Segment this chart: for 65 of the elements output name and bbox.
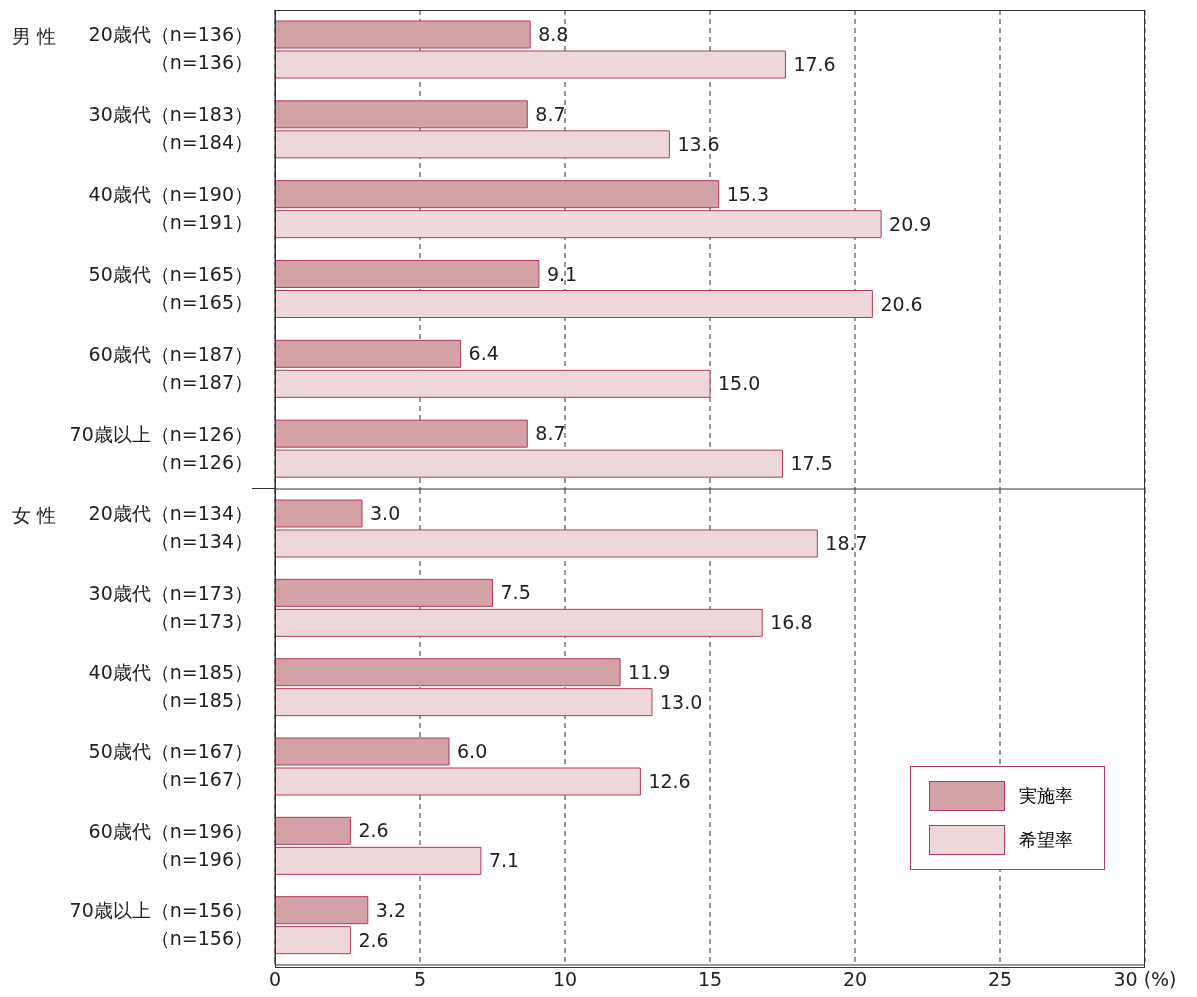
data-label: 20.9 bbox=[889, 212, 932, 235]
data-label: 6.0 bbox=[457, 740, 488, 762]
bar bbox=[275, 608, 763, 637]
data-label: 8.7 bbox=[535, 102, 566, 125]
bar bbox=[275, 846, 482, 875]
data-label: 18.7 bbox=[825, 532, 868, 554]
data-label: 13.0 bbox=[660, 690, 703, 713]
bar bbox=[275, 100, 528, 129]
data-label: 15.0 bbox=[718, 372, 761, 395]
y-tick-label: 40歳代（n=190）（n=191） bbox=[88, 183, 253, 234]
x-tick-label: 10 bbox=[552, 968, 578, 991]
bar bbox=[275, 260, 540, 288]
y-tick-label: 70歳以上（n=126）（n=126） bbox=[69, 422, 253, 473]
y-tick-label: 20歳代（n=134）（n=134） bbox=[88, 502, 253, 553]
data-label: 17.5 bbox=[790, 452, 833, 475]
data-label: 6.4 bbox=[468, 342, 499, 365]
bar bbox=[275, 130, 670, 159]
x-tick-label: 5 bbox=[413, 968, 427, 991]
x-tick-label: 30 (%) bbox=[1113, 968, 1177, 991]
x-tick-label: 15 bbox=[697, 968, 723, 991]
y-tick-label: 20歳代（n=136）（n=136） bbox=[88, 23, 253, 74]
bar bbox=[275, 449, 783, 478]
data-label: 2.6 bbox=[358, 928, 389, 951]
y-tick-label: 30歳代（n=183）（n=184） bbox=[88, 103, 253, 154]
y-axis-title: 男 性 bbox=[12, 25, 57, 48]
y-tick-label: 60歳代（n=187）（n=187） bbox=[88, 342, 253, 393]
data-label: 8.7 bbox=[535, 422, 566, 445]
data-label: 15.3 bbox=[726, 182, 770, 205]
y-tick-label: 70歳以上（n=156）（n=156） bbox=[69, 898, 253, 949]
data-label: 7.1 bbox=[488, 849, 520, 872]
y-axis-title: 女 性 bbox=[12, 504, 57, 527]
data-label: 12.6 bbox=[648, 770, 691, 792]
bar bbox=[275, 688, 653, 717]
data-label: 3.0 bbox=[370, 502, 401, 524]
data-label: 2.6 bbox=[358, 819, 389, 842]
bar bbox=[275, 658, 621, 687]
data-label: 3.2 bbox=[375, 898, 407, 921]
y-tick-label: 50歳代（n=167）（n=167） bbox=[88, 740, 253, 791]
x-tick-label: 0 bbox=[268, 968, 282, 991]
data-label: 13.6 bbox=[677, 132, 720, 155]
bar bbox=[275, 210, 882, 239]
data-label: 9.1 bbox=[546, 262, 578, 285]
data-label: 8.8 bbox=[538, 23, 569, 45]
y-tick-label: 50歳代（n=165）（n=165） bbox=[88, 262, 253, 313]
bar bbox=[275, 896, 369, 925]
bar bbox=[275, 578, 493, 607]
bar bbox=[275, 180, 720, 209]
legend-label: 希望率 bbox=[1019, 828, 1073, 852]
y-tick-label: 60歳代（n=196）（n=196） bbox=[88, 819, 253, 870]
data-label: 16.8 bbox=[770, 611, 813, 634]
data-label: 20.6 bbox=[880, 292, 923, 315]
y-tick-label: 30歳代（n=173）（n=173） bbox=[88, 581, 253, 632]
bar bbox=[275, 339, 462, 368]
x-tick-label: 20 bbox=[842, 968, 868, 991]
data-label: 11.9 bbox=[628, 660, 671, 683]
bar bbox=[275, 926, 351, 955]
bar bbox=[275, 290, 873, 318]
x-tick-label: 25 bbox=[987, 968, 1013, 991]
bar bbox=[275, 419, 528, 448]
y-tick-label: 40歳代（n=185）（n=185） bbox=[88, 660, 253, 711]
legend-label: 実施率 bbox=[1019, 784, 1073, 808]
bar bbox=[275, 816, 351, 845]
bar bbox=[275, 369, 711, 398]
data-label: 17.6 bbox=[793, 53, 836, 75]
data-label: 7.5 bbox=[500, 581, 531, 604]
